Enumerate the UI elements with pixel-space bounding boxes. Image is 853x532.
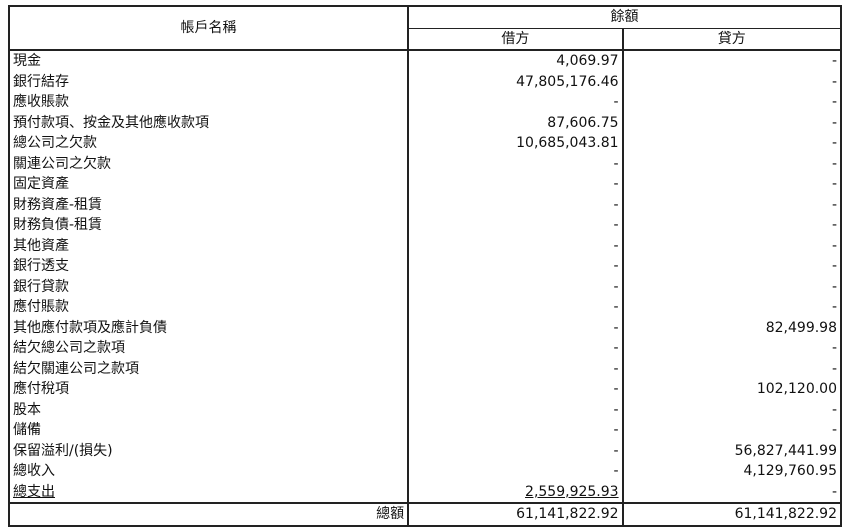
account-name: 固定資產 <box>7 174 410 195</box>
table-row: 其他應付款項及應計負債 -82,499.98 <box>7 317 843 338</box>
debit-value: - <box>408 297 624 318</box>
table-row: 總收入 -4,129,760.95 <box>7 461 843 482</box>
header-row: 帳戶名稱 餘額 <box>7 5 842 51</box>
total-label: 總額 <box>7 502 410 527</box>
account-name: 其他應付款項及應計負債 <box>7 317 410 338</box>
table-row: 銀行貸款 - - <box>7 276 843 297</box>
debit-value: - <box>408 338 624 359</box>
debit-value: - <box>408 317 624 338</box>
account-name: 關連公司之欠款 <box>7 153 410 174</box>
total-credit: 61,141,822.92 <box>622 502 843 527</box>
debit-value: - <box>408 399 624 420</box>
account-name: 總收入 <box>7 461 410 482</box>
table-row: 預付款項、按金及其他應收款項 87,606.75- <box>7 112 843 133</box>
debit-value: 10,685,043.81 <box>408 133 624 154</box>
table-row: 固定資產 - - <box>7 174 843 195</box>
table-row: 總公司之欠款 10,685,043.81- <box>7 133 843 154</box>
table-row: 保留溢利/(損失) -56,827,441.99 <box>7 440 843 461</box>
credit-value: - <box>622 50 843 72</box>
debit-value: 47,805,176.46 <box>408 71 624 92</box>
debit-value: - <box>408 461 624 482</box>
credit-value: 102,120.00 <box>622 379 843 400</box>
table-row: 股本 - - <box>7 399 843 420</box>
table-row: 總支出 2,559,925.93- <box>7 481 843 503</box>
debit-value: - <box>408 153 624 174</box>
debit-value: - <box>408 440 624 461</box>
table-row: 財務負債-租賃 - - <box>7 215 843 236</box>
account-name: 銀行透支 <box>7 256 410 277</box>
account-name: 其他資產 <box>7 235 410 256</box>
account-name: 預付款項、按金及其他應收款項 <box>7 112 410 133</box>
account-name: 財務資產-租賃 <box>7 194 410 215</box>
debit-value: - <box>408 420 624 441</box>
credit-value: - <box>622 174 843 195</box>
account-name-header: 帳戶名稱 <box>7 5 410 51</box>
table-row: 應付稅項 -102,120.00 <box>7 379 843 400</box>
debit-value: - <box>408 215 624 236</box>
account-name: 股本 <box>7 399 410 420</box>
credit-value: - <box>622 399 843 420</box>
table-row: 結欠總公司之款項 - - <box>7 338 843 359</box>
total-row: 總額 61,141,822.92 61,141,822.92 <box>7 502 843 527</box>
credit-value: - <box>622 194 843 215</box>
table-row: 關連公司之欠款 - - <box>7 153 843 174</box>
table-row: 銀行結存 47,805,176.46- <box>7 71 843 92</box>
account-name: 儲備 <box>7 420 410 441</box>
account-name: 保留溢利/(損失) <box>7 440 410 461</box>
debit-value: - <box>408 256 624 277</box>
account-name: 銀行結存 <box>7 71 410 92</box>
table-row: 銀行透支 - - <box>7 256 843 277</box>
credit-value: - <box>622 71 843 92</box>
table-row: 結欠關連公司之款項 - - <box>7 358 843 379</box>
account-name: 總公司之欠款 <box>7 133 410 154</box>
account-name: 應付稅項 <box>7 379 410 400</box>
table-row: 應付賬款 - - <box>7 297 843 318</box>
table-row: 應收賬款 - - <box>7 92 843 113</box>
account-name: 銀行貸款 <box>7 276 410 297</box>
credit-value: - <box>622 112 843 133</box>
debit-value: 4,069.97 <box>408 50 624 72</box>
credit-value: - <box>622 338 843 359</box>
account-name: 財務負債-租賃 <box>7 215 410 236</box>
total-debit: 61,141,822.92 <box>408 502 624 527</box>
account-name: 應收賬款 <box>7 92 410 113</box>
credit-header: 貸方 <box>622 27 843 51</box>
table-row: 其他資產 - - <box>7 235 843 256</box>
table-row: 現金 4,069.97- <box>7 50 843 72</box>
account-name: 總支出 <box>7 481 410 503</box>
debit-value: 2,559,925.93 <box>408 481 624 503</box>
credit-value: 56,827,441.99 <box>622 440 843 461</box>
credit-value: - <box>622 358 843 379</box>
debit-value: 87,606.75 <box>408 112 624 133</box>
balance-header: 餘額 <box>408 5 842 28</box>
debit-value: - <box>408 276 624 297</box>
debit-value: - <box>408 379 624 400</box>
credit-value: 4,129,760.95 <box>622 461 843 482</box>
subheader-row: 借方 貸方 <box>9 27 843 51</box>
credit-value: - <box>622 297 843 318</box>
debit-value: - <box>408 235 624 256</box>
debit-value: - <box>408 358 624 379</box>
credit-value: - <box>622 235 843 256</box>
debit-value: - <box>408 194 624 215</box>
credit-value: - <box>622 153 843 174</box>
credit-value: - <box>622 92 843 113</box>
credit-value: - <box>622 215 843 236</box>
account-name: 結欠總公司之款項 <box>7 338 410 359</box>
credit-value: - <box>622 133 843 154</box>
debit-value: - <box>408 92 624 113</box>
account-name: 結欠關連公司之款項 <box>7 358 410 379</box>
table-row: 儲備 - - <box>7 420 843 441</box>
credit-value: - <box>622 276 843 297</box>
debit-header: 借方 <box>408 27 624 51</box>
account-name: 現金 <box>7 50 410 72</box>
trial-balance-table: 帳戶名稱 餘額 借方 貸方 現金 4,069.97- 銀行結存 47,805,176.… <box>7 5 843 527</box>
debit-value: - <box>408 174 624 195</box>
credit-value: 82,499.98 <box>622 317 843 338</box>
credit-value: - <box>622 256 843 277</box>
table-row: 財務資產-租賃 - - <box>7 194 843 215</box>
credit-value: - <box>622 481 843 503</box>
credit-value: - <box>622 420 843 441</box>
account-name: 應付賬款 <box>7 297 410 318</box>
